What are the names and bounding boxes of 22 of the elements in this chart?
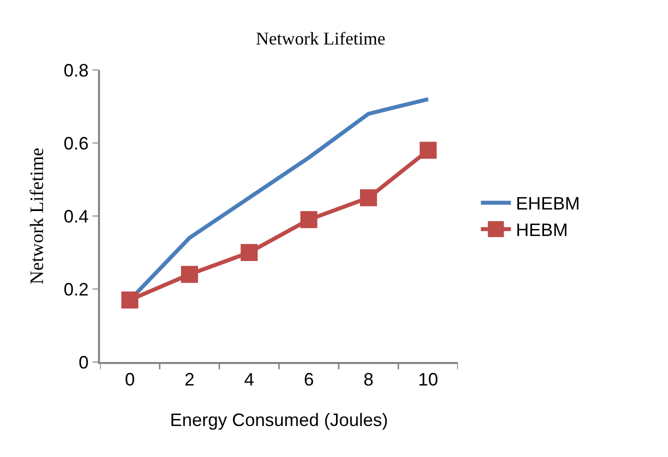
x-axis-title: Energy Consumed (Joules) (170, 410, 388, 430)
y-tick-label: 0.4 (64, 206, 89, 226)
chart-title: Network Lifetime (256, 28, 386, 49)
point (121, 291, 138, 308)
y-tick-label: 0.6 (64, 133, 89, 154)
x-tick-label: 0 (124, 369, 135, 390)
legend-label: EHEBM (516, 194, 580, 214)
y-tick-label: 0.2 (64, 279, 89, 300)
point (360, 189, 377, 206)
y-axis-title: Network Lifetime (26, 148, 48, 284)
point (420, 142, 437, 159)
y-tick-label: 0.8 (64, 60, 89, 80)
point (240, 244, 258, 261)
x-tick-label: 8 (363, 369, 374, 390)
x-tick-label: 2 (184, 369, 195, 390)
x-tick-label: 10 (418, 369, 438, 390)
point (300, 211, 318, 228)
legend-label: HEBM (516, 220, 568, 240)
point (181, 266, 198, 283)
x-tick-label: 4 (244, 369, 254, 390)
y-tick-label: 0 (78, 352, 89, 372)
x-tick-label: 6 (304, 369, 314, 390)
